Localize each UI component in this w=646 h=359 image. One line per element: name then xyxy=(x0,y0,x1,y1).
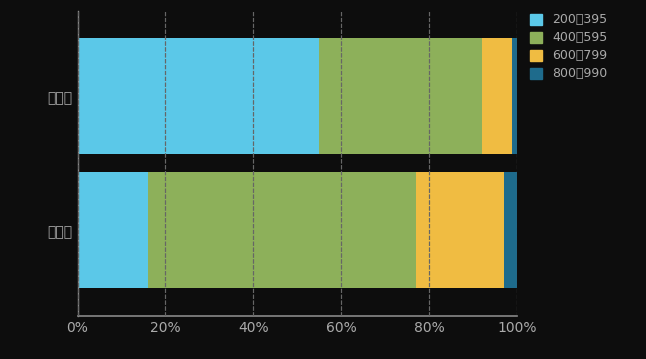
Bar xyxy=(416,172,504,289)
Bar xyxy=(148,172,416,289)
Legend: 200～395, 400～595, 600～799, 800～990: 200～395, 400～595, 600～799, 800～990 xyxy=(527,11,610,83)
Bar xyxy=(319,38,482,154)
Bar xyxy=(78,172,148,289)
Bar xyxy=(78,38,319,154)
Bar xyxy=(512,38,517,154)
Bar xyxy=(504,172,517,289)
Bar xyxy=(482,38,512,154)
